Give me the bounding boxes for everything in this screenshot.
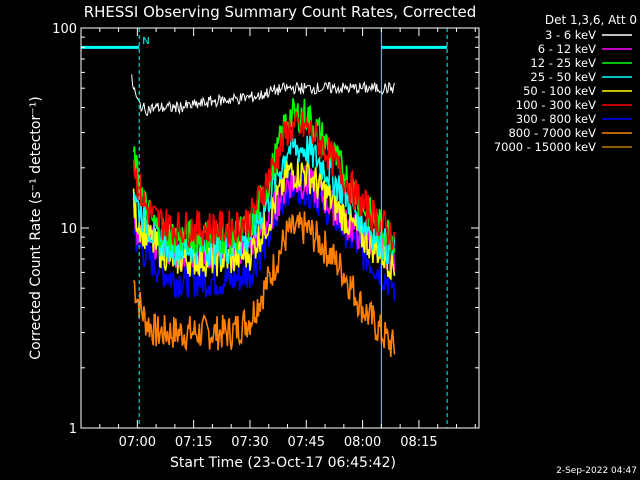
x-axis-label: Start Time (23-Oct-17 06:45:42) — [170, 455, 396, 471]
x-tick-label: 07:00 — [119, 435, 156, 450]
legend-label: 100 - 300 keV — [516, 98, 596, 112]
axes-layer: 07:00 07:15 07:30 07:45 08:00 08:15 1 10 100 — [52, 22, 479, 450]
legend-label: 7000 - 15000 keV — [494, 140, 596, 154]
x-tick-label: 07:15 — [175, 435, 212, 450]
series-line-100to300keV — [132, 111, 396, 253]
legend-header: Det 1,3,6, Att 0 — [545, 13, 637, 27]
legend-label: 6 - 12 keV — [538, 42, 596, 56]
legend-label: 800 - 7000 keV — [508, 126, 596, 140]
y-tick-label: 10 — [60, 222, 77, 237]
series-layer — [131, 74, 396, 358]
x-tick-label: 07:45 — [288, 435, 325, 450]
x-tick-label: 08:15 — [400, 435, 437, 450]
legend-label: 50 - 100 keV — [523, 84, 596, 98]
chart-title: RHESSI Observing Summary Count Rates, Co… — [84, 3, 477, 21]
night-marker-label: N — [142, 36, 149, 47]
legend-label: 25 - 50 keV — [530, 70, 596, 84]
x-tick-label: 07:30 — [231, 435, 268, 450]
legend-label: 12 - 25 keV — [530, 56, 596, 70]
plot-timestamp: 2-Sep-2022 04:47 — [556, 466, 637, 476]
legend-label: 3 - 6 keV — [545, 28, 596, 42]
series-line-300to800keV — [132, 169, 396, 301]
series-line-3to6keV — [131, 74, 395, 117]
legend-label: 300 - 800 keV — [516, 112, 596, 126]
series-line-800to7000keV — [132, 211, 396, 358]
y-tick-label: 100 — [52, 22, 77, 37]
x-tick-label: 08:00 — [344, 435, 381, 450]
y-tick-label: 1 — [69, 422, 77, 437]
y-axis-label: Corrected Count Rate (s⁻¹ detector⁻¹) — [28, 96, 44, 359]
